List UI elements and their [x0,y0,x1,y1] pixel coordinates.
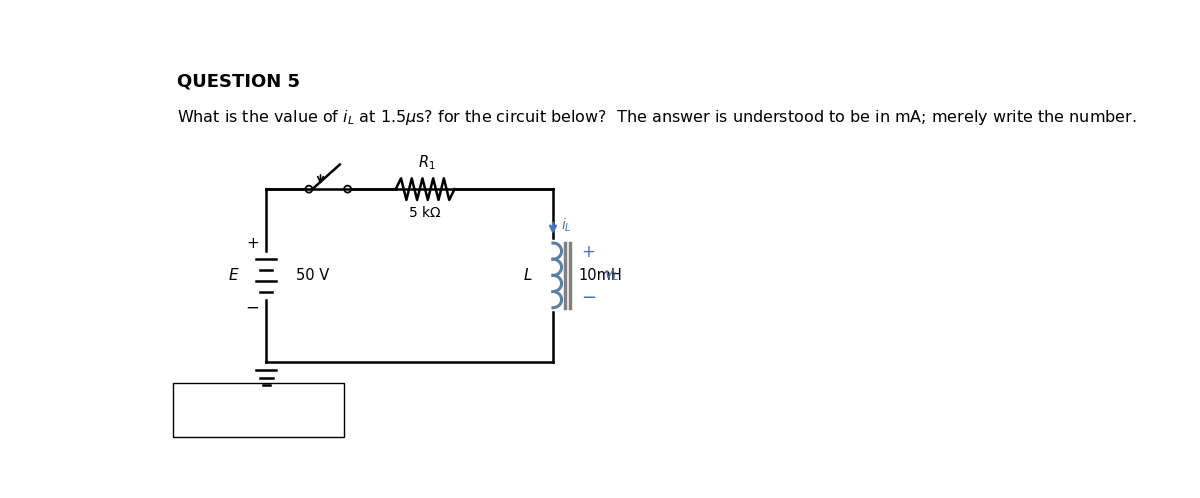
Bar [173,383,343,437]
Text: −: − [581,289,596,307]
Text: 50 V: 50 V [295,268,329,283]
Text: +: + [582,243,595,261]
Text: What is the value of $i_L$ at 1.5$\mu$s? for the circuit below?  The answer is u: What is the value of $i_L$ at 1.5$\mu$s?… [178,108,1136,127]
Text: 5 k$\Omega$: 5 k$\Omega$ [408,205,442,220]
Text: QUESTION 5: QUESTION 5 [178,72,300,90]
Text: $v_L$: $v_L$ [604,268,619,282]
Text: $E$: $E$ [228,267,240,283]
Text: +: + [246,236,259,250]
Text: $L$: $L$ [523,267,533,283]
Text: $i_L$: $i_L$ [560,217,571,234]
Text: −: − [245,299,259,317]
Text: $R_1$: $R_1$ [418,153,436,172]
Text: 10mH: 10mH [578,268,623,283]
